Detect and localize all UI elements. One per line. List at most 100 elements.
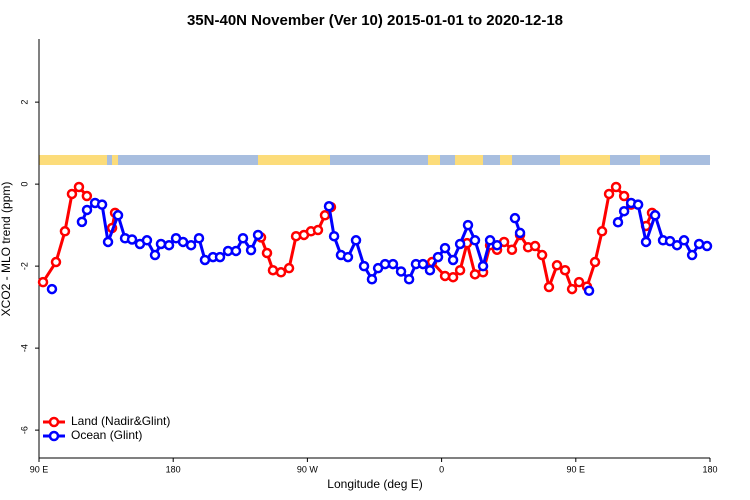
data-point: [328, 230, 340, 242]
data-point: [566, 283, 578, 295]
data-point: [529, 240, 541, 252]
land-segment: [640, 155, 660, 165]
data-point: [387, 258, 399, 270]
data-point: [506, 244, 518, 255]
data-point: [484, 235, 496, 246]
data-point: [686, 249, 698, 261]
data-point: [81, 204, 93, 216]
data-point: [573, 276, 585, 288]
y-tick-label: -6: [19, 426, 29, 434]
data-point: [46, 283, 58, 295]
data-point: [237, 233, 249, 244]
data-point: [96, 199, 108, 210]
data-point: [275, 267, 287, 278]
data-point: [596, 226, 608, 237]
data-point: [583, 285, 595, 296]
data-point: [454, 264, 466, 276]
data-point: [66, 188, 78, 200]
data-point: [59, 226, 71, 237]
data-point: [618, 190, 630, 202]
y-tick-label: 2: [19, 100, 29, 105]
data-point: [632, 199, 644, 210]
data-point: [536, 249, 548, 261]
data-point: [155, 238, 167, 250]
data-point: [424, 264, 436, 276]
data-point: [447, 254, 459, 266]
y-tick-label: -4: [19, 344, 29, 352]
data-point: [350, 235, 362, 246]
x-tick-label: 90 E: [567, 464, 586, 474]
land-segment: [39, 155, 107, 165]
data-point: [199, 254, 211, 266]
data-point: [454, 238, 466, 250]
land-segment: [258, 155, 330, 165]
land-segment: [560, 155, 610, 165]
ocean-strip: [39, 155, 710, 165]
data-point: [214, 251, 226, 263]
data-point: [543, 281, 555, 293]
data-point: [701, 240, 713, 252]
legend-marker: [48, 430, 60, 442]
data-point: [358, 260, 370, 272]
data-point: [366, 273, 378, 285]
data-point: [323, 201, 335, 212]
data-point: [589, 256, 601, 268]
data-point: [417, 258, 429, 270]
data-point: [477, 260, 489, 272]
land-segment: [500, 155, 512, 165]
legend-marker: [48, 416, 60, 428]
data-point: [76, 216, 88, 228]
data-point: [439, 242, 451, 254]
data-point: [37, 276, 49, 288]
data-point: [551, 260, 563, 271]
x-tick-label: 90 W: [297, 464, 319, 474]
data-point: [141, 235, 153, 246]
data-point: [112, 210, 124, 221]
y-tick-label: 0: [19, 182, 29, 187]
data-point: [603, 188, 615, 200]
data-point: [283, 262, 295, 274]
x-axis-label: Longitude (deg E): [327, 477, 422, 491]
land-segment: [455, 155, 483, 165]
data-point: [395, 266, 407, 277]
data-point: [469, 235, 481, 246]
land-segment: [112, 155, 118, 165]
data-point: [491, 239, 503, 251]
x-tick-label: 180: [166, 464, 181, 474]
data-point: [447, 271, 459, 283]
x-tick-label: 90 E: [30, 464, 49, 474]
data-point: [610, 181, 622, 193]
data-point: [245, 244, 257, 256]
data-point: [102, 236, 114, 248]
x-tick-label: 180: [702, 464, 717, 474]
data-point: [163, 239, 175, 251]
data-point: [678, 235, 690, 246]
data-point: [559, 264, 571, 276]
data-point: [612, 217, 624, 228]
data-point: [230, 245, 242, 257]
data-point: [261, 247, 273, 259]
data-point: [50, 256, 62, 268]
data-point: [312, 224, 324, 236]
data-point: [514, 227, 526, 239]
data-point: [177, 236, 189, 248]
data-point: [649, 210, 661, 221]
land-ocean-strip: [39, 155, 710, 165]
data-point: [462, 219, 474, 231]
data-point: [126, 234, 138, 245]
data-point: [149, 249, 161, 261]
data-point: [185, 239, 197, 251]
legend-label: Ocean (Glint): [71, 428, 142, 442]
chart-title: 35N-40N November (Ver 10) 2015-01-01 to …: [187, 12, 563, 29]
data-point: [252, 229, 264, 241]
data-point: [618, 205, 630, 217]
data-point: [671, 239, 683, 251]
data-point: [469, 269, 481, 280]
data-point: [193, 233, 205, 244]
data-point: [81, 190, 93, 202]
series: [46, 197, 713, 296]
legend-label: Land (Nadir&Glint): [71, 414, 170, 428]
data-point: [342, 251, 354, 263]
